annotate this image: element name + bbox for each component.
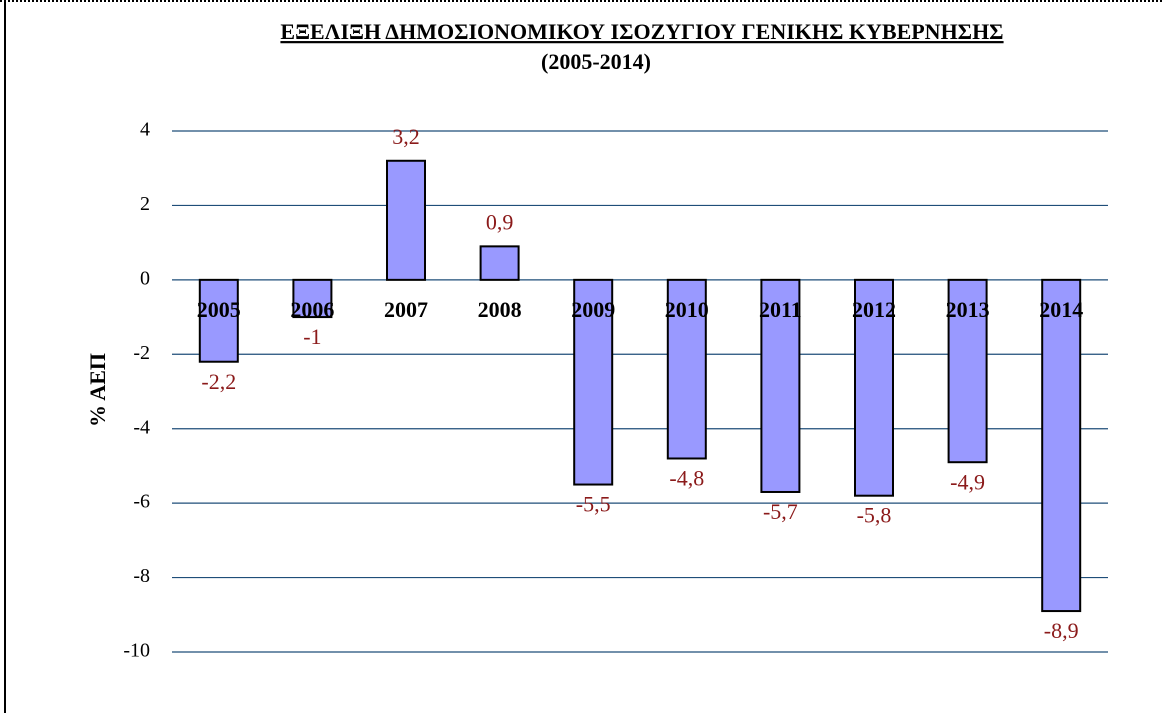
value-label: 3,2 [392, 124, 420, 149]
x-tick-label: 2010 [665, 297, 709, 322]
value-label: 0,9 [486, 209, 514, 234]
y-tick-label: -2 [133, 342, 150, 364]
x-tick-label: 2013 [946, 297, 990, 322]
y-tick-label: 2 [140, 193, 150, 215]
x-tick-label: 2009 [571, 297, 615, 322]
y-tick-label: 0 [140, 267, 150, 289]
value-label: -4,8 [669, 466, 704, 491]
bar [386, 159, 426, 281]
value-label: -1 [303, 324, 321, 349]
x-tick-label: 2006 [290, 297, 334, 322]
bar [854, 278, 894, 497]
bar [292, 278, 333, 319]
value-label: -4,9 [950, 469, 985, 494]
x-tick-label: 2005 [197, 297, 241, 322]
bar [1041, 278, 1082, 613]
x-tick-label: 2012 [852, 297, 896, 322]
x-tick-label: 2011 [759, 297, 802, 322]
y-tick-label: 4 [140, 119, 150, 141]
value-label: -5,5 [576, 492, 611, 517]
chart-subtitle: (2005-2014) [541, 49, 651, 74]
value-label: -2,2 [201, 369, 236, 394]
y-tick-label: -10 [123, 640, 150, 662]
bar [479, 245, 520, 281]
x-tick-label: 2007 [384, 297, 428, 322]
x-tick-label: 2014 [1039, 297, 1083, 322]
chart-title: ΕΞΕΛΙΞΗ ΔΗΜΟΣΙΟΝΟΜΙΚΟΥ ΙΣΟΖΥΓΙΟΥ ΓΕΝΙΚΗΣ… [280, 19, 1003, 44]
x-tick-label: 2008 [478, 297, 522, 322]
y-tick-label: -8 [133, 565, 150, 587]
bar [947, 278, 988, 464]
y-tick-label: -6 [133, 491, 150, 513]
y-axis-label: % ΑΕΠ [85, 353, 110, 427]
bar [666, 278, 707, 460]
value-label: -5,7 [763, 499, 798, 524]
bar [760, 278, 801, 493]
y-tick-label: -4 [133, 416, 150, 438]
bar [573, 278, 614, 486]
bar [198, 278, 239, 363]
value-label: -8,9 [1044, 618, 1079, 643]
value-label: -5,8 [857, 503, 892, 528]
